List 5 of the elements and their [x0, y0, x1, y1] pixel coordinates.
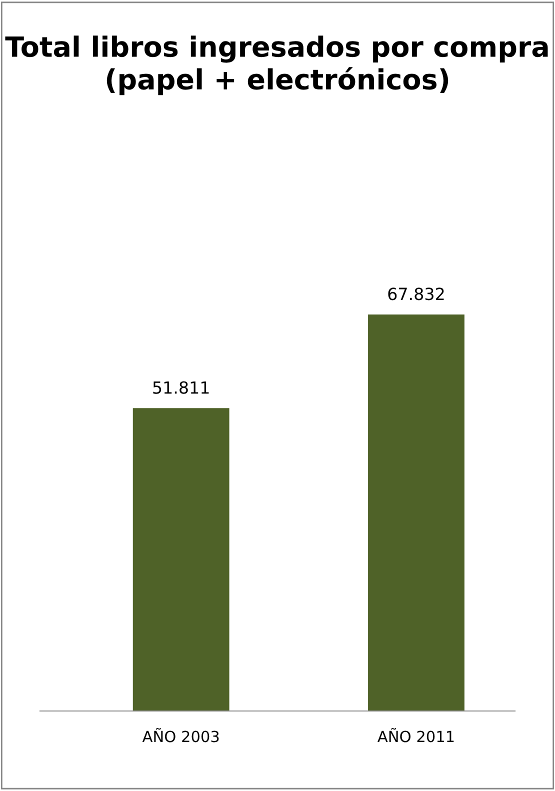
data-label: 67.832	[388, 288, 444, 300]
data-label: 51.811	[153, 381, 209, 394]
x-tick-label: AÑO 2003	[142, 728, 219, 742]
x-tick-label: AÑO 2011	[378, 728, 454, 742]
chart-title: Total libros ingresados por compra (papel + electrónicos)	[5, 36, 548, 96]
